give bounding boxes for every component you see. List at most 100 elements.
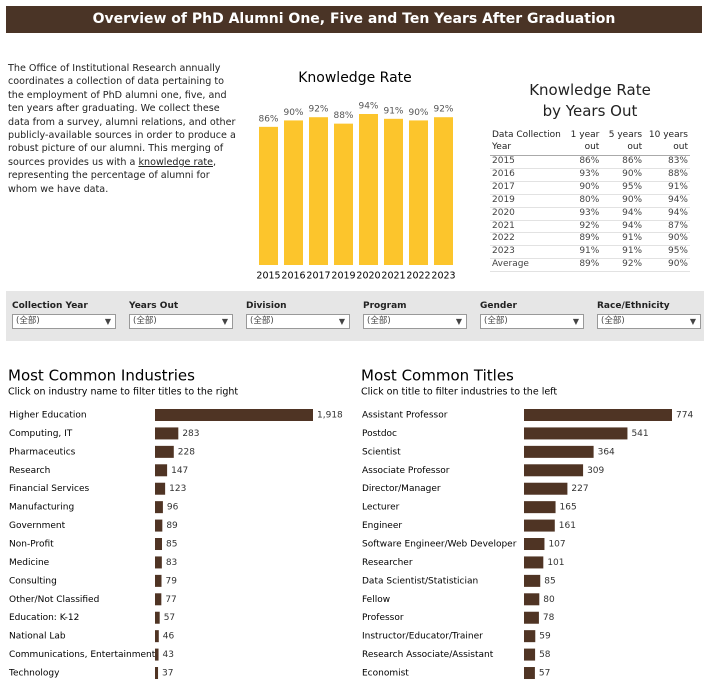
bar[interactable]: [524, 630, 536, 643]
bar[interactable]: [524, 593, 540, 606]
bar: [334, 123, 353, 265]
table-row: 2016 93% 90% 88%: [490, 168, 690, 182]
value-label: 91%: [383, 106, 403, 116]
intro-text-before: The Office of Institutional Research ann…: [8, 63, 236, 168]
bar[interactable]: [524, 501, 556, 514]
table-title-line: by Years Out: [542, 102, 638, 120]
bar[interactable]: [155, 611, 160, 624]
value-label: 283: [182, 429, 199, 439]
category-label[interactable]: Consulting: [9, 576, 57, 586]
filter: Race/Ethnicity (全部) ▼: [597, 301, 701, 329]
filter-label: Division: [246, 301, 287, 311]
bar[interactable]: [524, 611, 539, 624]
bar[interactable]: [524, 574, 541, 587]
bar[interactable]: [155, 574, 162, 587]
category-label[interactable]: Scientist: [362, 447, 401, 457]
dropdown-arrow: ▼: [104, 317, 111, 326]
table-cell: 2015: [490, 155, 564, 169]
category-label[interactable]: Postdoc: [362, 429, 397, 439]
filter: Division (全部) ▼: [246, 301, 350, 329]
category-label[interactable]: Software Engineer/Web Developer: [362, 540, 517, 550]
category-label[interactable]: Manufacturing: [9, 503, 74, 513]
category-label[interactable]: Communications, Entertainment: [9, 650, 156, 660]
table-cell: 86%: [601, 155, 645, 169]
bar[interactable]: [155, 667, 159, 680]
category-label[interactable]: Data Scientist/Statistician: [362, 576, 478, 586]
bar[interactable]: [155, 630, 159, 643]
category-label[interactable]: Financial Services: [9, 484, 90, 494]
category-label[interactable]: Researcher: [362, 558, 413, 568]
table-cell: 94%: [644, 194, 690, 208]
table-cell: 90%: [644, 232, 690, 247]
bar[interactable]: [524, 538, 545, 551]
category-label[interactable]: Research Associate/Assistant: [362, 650, 494, 660]
bar[interactable]: [155, 538, 163, 551]
filter-dropdown[interactable]: (全部) ▼: [129, 314, 233, 329]
category-label[interactable]: Education: K-12: [9, 613, 79, 623]
bar[interactable]: [155, 556, 162, 569]
bar[interactable]: [155, 501, 163, 514]
x-tick-label: 2021: [381, 271, 405, 282]
filter-dropdown[interactable]: (全部) ▼: [363, 314, 467, 329]
category-label[interactable]: Government: [9, 521, 66, 531]
category-label[interactable]: Medicine: [9, 558, 50, 568]
category-label[interactable]: Pharmaceutics: [9, 447, 76, 457]
bar[interactable]: [155, 519, 163, 532]
filter-dropdown[interactable]: (全部) ▼: [12, 314, 116, 329]
bar[interactable]: [155, 409, 313, 421]
category-label[interactable]: Assistant Professor: [362, 411, 448, 421]
category-label[interactable]: Instructor/Educator/Trainer: [362, 632, 483, 642]
category-label[interactable]: Computing, IT: [9, 429, 73, 439]
category-label[interactable]: Higher Education: [9, 411, 87, 421]
category-label[interactable]: Technology: [8, 669, 60, 679]
bar[interactable]: [155, 445, 174, 458]
bar[interactable]: [155, 427, 179, 440]
table-title-line: Knowledge Rate: [529, 81, 651, 99]
bar[interactable]: [524, 648, 536, 661]
header-title: Overview of PhD Alumni One, Five and Ten…: [6, 6, 702, 33]
bar[interactable]: [524, 445, 594, 458]
x-tick-label: 2019: [331, 271, 355, 282]
category-label[interactable]: Associate Professor: [362, 466, 450, 476]
table-cell: 92%: [601, 258, 645, 273]
filter-dropdown[interactable]: (全部) ▼: [480, 314, 584, 329]
bar[interactable]: [524, 409, 672, 421]
table-cell: 91%: [563, 245, 602, 260]
filter-dropdown[interactable]: (全部) ▼: [597, 314, 701, 329]
bar[interactable]: [155, 464, 168, 477]
category-label[interactable]: Director/Manager: [362, 484, 441, 494]
table-row: 2021 92% 94% 87%: [490, 220, 690, 234]
category-label[interactable]: Other/Not Classified: [9, 595, 99, 605]
table-cell: 92%: [563, 220, 602, 234]
bar[interactable]: [524, 427, 628, 440]
category-label[interactable]: Non-Profit: [9, 540, 54, 550]
filter-dropdown[interactable]: (全部) ▼: [246, 314, 350, 329]
category-label[interactable]: Professor: [362, 613, 404, 623]
category-label[interactable]: National Lab: [9, 632, 66, 642]
category-label[interactable]: Economist: [362, 669, 409, 679]
x-tick-label: 2017: [306, 271, 330, 282]
column-header: Data Collection Year: [490, 129, 564, 156]
table-cell: 90%: [644, 258, 690, 273]
table-row: 2015 86% 86% 83%: [490, 155, 690, 169]
category-label[interactable]: Engineer: [362, 521, 402, 531]
category-label[interactable]: Research: [9, 466, 50, 476]
value-label: 96: [167, 503, 179, 513]
bar[interactable]: [155, 648, 159, 661]
bar[interactable]: [155, 482, 166, 495]
bar[interactable]: [524, 482, 568, 495]
bar[interactable]: [524, 519, 555, 532]
intro-link[interactable]: knowledge rate: [138, 156, 213, 168]
value-label: 80: [543, 595, 555, 605]
table-cell: 94%: [601, 207, 645, 221]
bar[interactable]: [524, 556, 544, 569]
table-cell: 2019: [490, 194, 564, 208]
category-label[interactable]: Fellow: [362, 595, 390, 605]
bar[interactable]: [524, 667, 535, 680]
bar[interactable]: [524, 464, 584, 477]
bar[interactable]: [155, 593, 162, 606]
table-cell: 94%: [601, 220, 645, 234]
value-label: 85: [544, 576, 555, 586]
category-label[interactable]: Lecturer: [362, 503, 400, 513]
